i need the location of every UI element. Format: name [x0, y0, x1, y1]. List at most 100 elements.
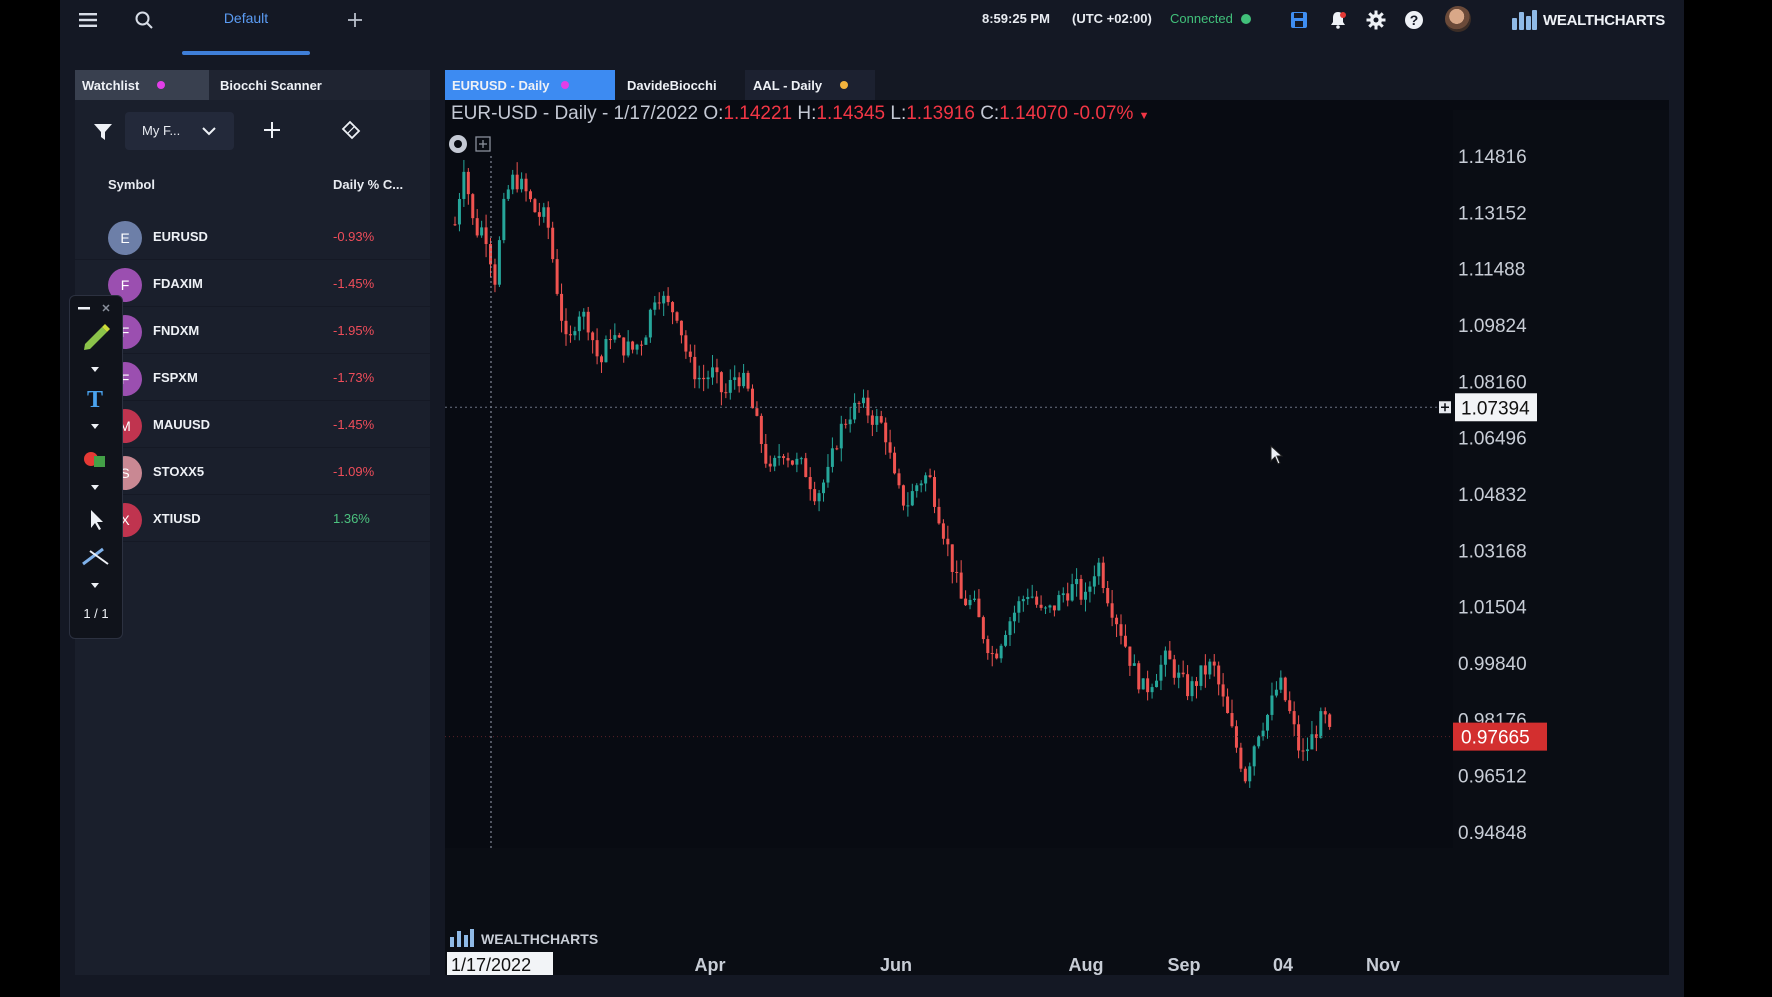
candle-body — [1239, 747, 1243, 769]
candle-body — [653, 302, 657, 310]
status-dot-icon — [1241, 14, 1251, 24]
candle-body — [617, 335, 621, 338]
candle-body — [733, 377, 737, 380]
tab-watchlist-label: Watchlist — [82, 78, 140, 93]
daily-change: -1.45% — [333, 276, 375, 291]
chart-tab-label: DavideBiocchi — [627, 78, 717, 93]
gear-icon[interactable] — [1365, 9, 1387, 31]
candle-body — [657, 302, 661, 304]
candle-body — [639, 344, 643, 346]
last-price-label: 0.97665 — [1461, 728, 1530, 749]
watchlist-row[interactable]: S STOXX5 -1.09% — [75, 447, 430, 495]
bell-icon[interactable] — [1327, 9, 1349, 31]
chart-settings-icon[interactable] — [449, 135, 467, 153]
daily-change: -1.09% — [333, 464, 375, 479]
candle-body — [875, 416, 879, 425]
watchlist-select[interactable]: My F... — [125, 112, 234, 150]
shapes-icon[interactable] — [84, 452, 105, 467]
candle-body — [453, 224, 457, 226]
user-avatar[interactable] — [1445, 6, 1471, 32]
watchlist-row[interactable]: M MAUUSD -1.45% — [75, 400, 430, 448]
candle-body — [568, 334, 572, 336]
column-header-daily-change[interactable]: Daily % C... — [333, 177, 404, 192]
ohlc-legend: EUR-USD - Daily - 1/17/2022 O:1.14221 H:… — [451, 103, 1150, 125]
candle-body — [715, 367, 719, 373]
candle-body — [955, 571, 959, 573]
filter-icon[interactable] — [93, 122, 113, 142]
watchlist-row[interactable]: F FNDXM -1.95% — [75, 306, 430, 354]
watchlist-row[interactable]: E EURUSD -0.93% — [75, 212, 430, 260]
eraser-icon[interactable] — [341, 120, 361, 140]
candle-body — [1115, 617, 1119, 625]
candle-body — [546, 207, 550, 228]
pointer-icon[interactable] — [91, 510, 103, 530]
candle-body — [564, 320, 568, 335]
watchlist-row[interactable]: F FDAXIM -1.45% — [75, 259, 430, 307]
expand-arrow-icon[interactable] — [91, 485, 99, 490]
expand-arrow-icon[interactable] — [91, 367, 99, 372]
candle-body — [972, 598, 976, 600]
candle-body — [591, 332, 595, 341]
price-tick-label: 1.11488 — [1458, 260, 1525, 281]
candle-body — [1008, 621, 1012, 635]
candle-body — [600, 356, 604, 363]
candle-body — [1172, 659, 1176, 678]
candle-body — [706, 377, 710, 380]
menu-icon[interactable] — [77, 9, 99, 31]
close-icon[interactable] — [102, 304, 110, 312]
candle-body — [533, 199, 537, 213]
chart-tab-aal[interactable]: AAL - Daily — [745, 70, 875, 100]
candle-body — [830, 448, 834, 467]
candle-body — [1274, 689, 1278, 696]
candle-body — [928, 475, 932, 478]
candle-body — [1146, 678, 1150, 693]
crosshair-price-label: 1.07394 — [1461, 398, 1530, 419]
expand-chart-icon[interactable] — [475, 136, 491, 152]
column-header-symbol[interactable]: Symbol — [108, 177, 155, 192]
chart-tab-davidebiocchi[interactable]: DavideBiocchi — [615, 70, 745, 100]
watchlist-row[interactable]: X XTIUSD 1.36% — [75, 494, 430, 542]
candle-body — [822, 482, 826, 494]
chart-tab-eurusd[interactable]: EURUSD - Daily — [445, 70, 615, 100]
candle-body — [1057, 595, 1061, 611]
candle-body — [1004, 634, 1008, 646]
pencil-icon[interactable] — [84, 324, 110, 350]
candle-body — [1283, 677, 1287, 701]
fibonacci-tool-icon[interactable] — [82, 547, 109, 566]
tab-watchlist[interactable]: Watchlist — [75, 70, 209, 100]
expand-arrow-icon[interactable] — [91, 424, 99, 429]
toolbar-page-indicator: 1 / 1 — [83, 606, 109, 621]
brand-logo: WEALTHCHARTS — [1510, 8, 1665, 32]
candle-body — [462, 171, 466, 199]
candle-body — [768, 463, 772, 467]
expand-arrow-icon[interactable] — [91, 583, 99, 588]
candle-body — [528, 191, 532, 200]
legend-change: -0.07% — [1073, 103, 1134, 124]
tab-default[interactable]: Default — [182, 0, 310, 55]
time-tick-label: Nov — [1366, 955, 1400, 975]
candle-body — [1177, 672, 1181, 678]
help-icon[interactable]: ? — [1403, 9, 1425, 31]
candle-body — [1292, 711, 1296, 725]
plot-area — [445, 110, 1453, 848]
candle-body — [1150, 687, 1154, 693]
add-symbol-icon[interactable] — [261, 119, 283, 141]
svg-text:?: ? — [1410, 12, 1419, 28]
candle-body — [1021, 599, 1025, 602]
minimize-icon[interactable] — [78, 307, 90, 310]
watchlist-row[interactable]: F FSPXM -1.73% — [75, 353, 430, 401]
candle-body — [977, 598, 981, 618]
timezone[interactable]: (UTC +02:00) — [1072, 11, 1152, 26]
tab-biocchi-scanner[interactable]: Biocchi Scanner — [209, 70, 430, 100]
add-layout-icon[interactable] — [344, 9, 366, 31]
candle-body — [737, 377, 741, 387]
candle-body — [560, 293, 564, 321]
search-icon[interactable] — [133, 9, 155, 31]
price-chart[interactable]: 1.14816 1.13152 1.11488 1.09824 1.08160 1.064… — [445, 70, 1669, 975]
candle-body — [1243, 768, 1247, 782]
price-tick-label: 1.08160 — [1458, 372, 1527, 393]
candle-body — [839, 423, 843, 449]
candle-body — [1070, 584, 1074, 601]
save-icon[interactable] — [1288, 9, 1310, 31]
text-tool-icon[interactable]: T — [87, 387, 103, 413]
